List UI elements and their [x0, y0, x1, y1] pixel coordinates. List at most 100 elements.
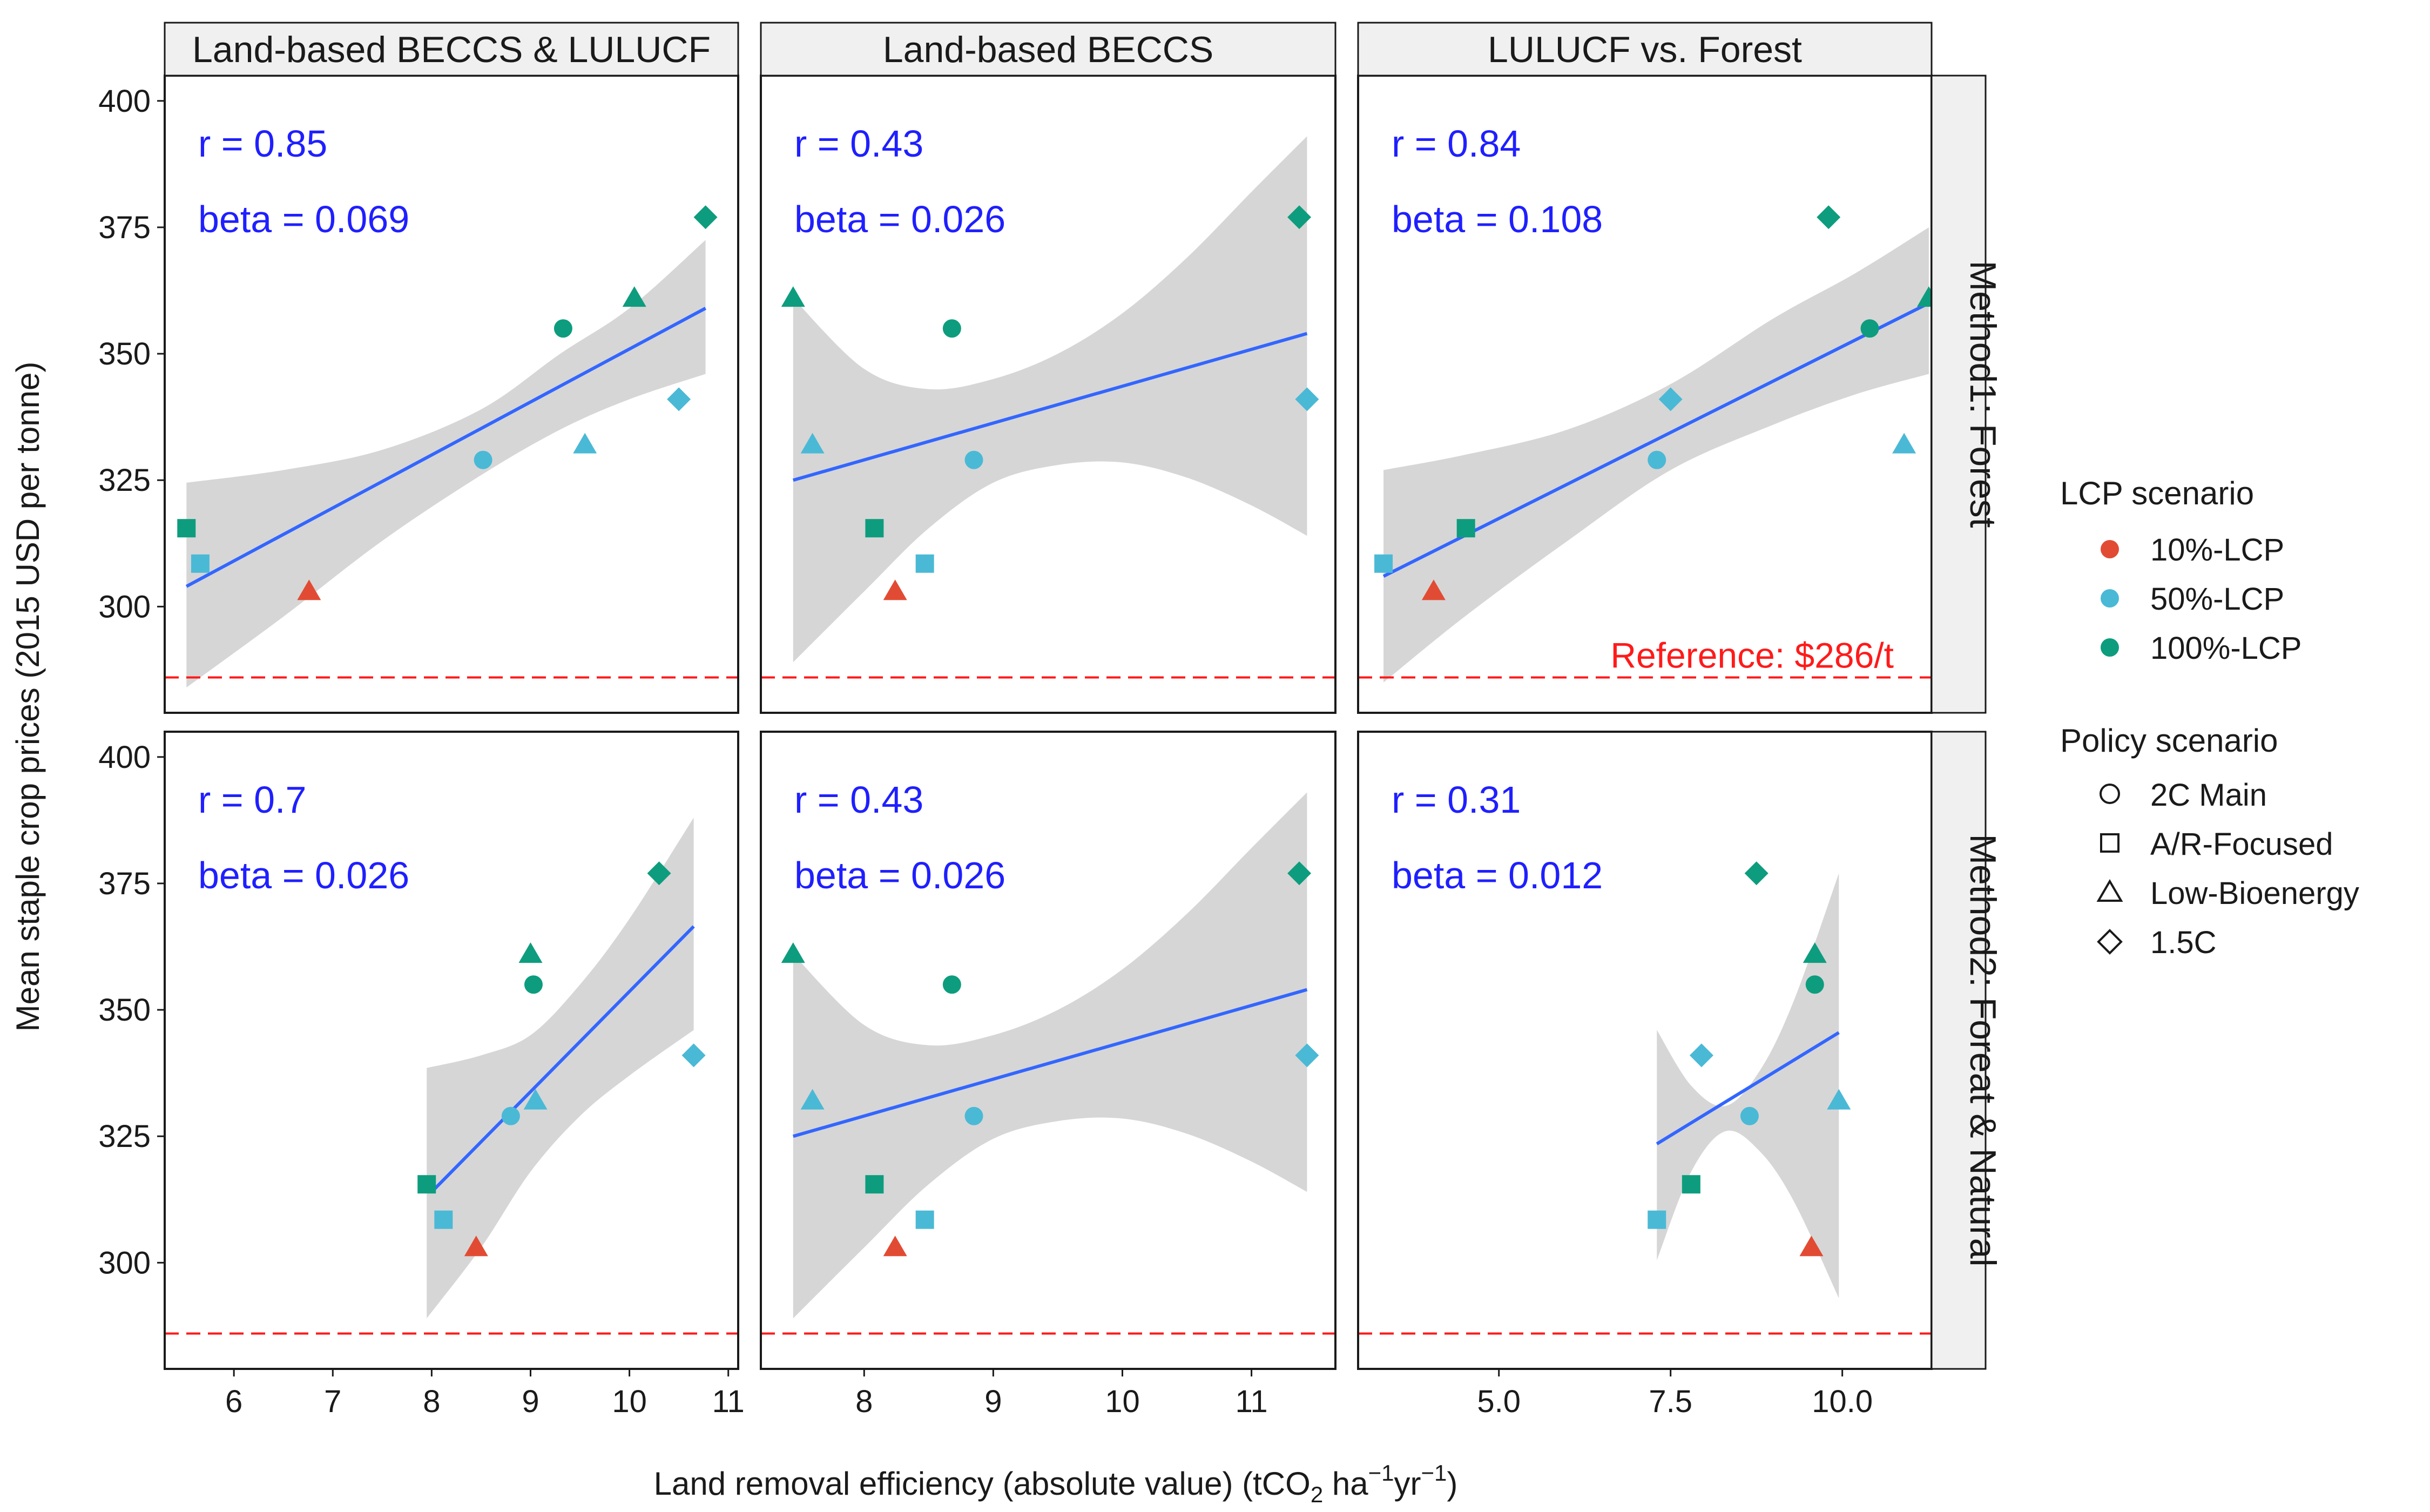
data-point-50-lcp-2c-main	[1740, 1106, 1759, 1125]
legend-key-50-lcp	[2101, 589, 2119, 608]
data-point-100-lcp-low-bioenergy	[622, 286, 646, 307]
y-tick-label: 300	[98, 589, 151, 624]
data-point-50-lcp-2c-main	[501, 1106, 520, 1125]
row-strip-1	[1931, 75, 1987, 714]
legend-key-ar-focused	[2100, 833, 2120, 853]
beta-label: beta = 0.069	[198, 198, 409, 240]
data-point-100-lcp-low-bioenergy	[1916, 286, 1932, 307]
data-point-10-lcp-low-bioenergy	[1421, 579, 1446, 600]
confidence-band	[793, 136, 1307, 663]
legend-label-2c-main: 2C Main	[2150, 778, 2267, 813]
data-point-50-lcp-low-bioenergy	[800, 433, 825, 454]
y-axis-title: Mean staple crop prices (2015 USD per to…	[10, 362, 46, 1032]
panel-r2-c1: r = 0.7 beta = 0.026	[164, 731, 739, 1370]
correlation-label: r = 0.43	[794, 123, 923, 165]
legend-label-ar-focused: A/R-Focused	[2150, 827, 2333, 862]
data-point-50-lcp-a-r-focused	[915, 554, 934, 573]
correlation-label: r = 0.31	[1392, 779, 1521, 821]
row-strip-label-1: Method1: Forest	[1962, 260, 2003, 528]
y-tick-label: 375	[98, 866, 151, 901]
row-strip-label-2: Method2: Foreat & Natural	[1962, 834, 2003, 1266]
x-tick-label: 5.0	[1477, 1384, 1521, 1419]
data-point-100-lcp-1-5c	[693, 205, 718, 230]
data-point-10-lcp-low-bioenergy	[1799, 1236, 1824, 1257]
data-point-10-lcp-low-bioenergy	[883, 579, 907, 600]
data-point-100-lcp-1-5c	[1744, 861, 1769, 886]
correlation-label: r = 0.7	[198, 779, 306, 821]
data-point-10-lcp-low-bioenergy	[297, 579, 321, 600]
data-point-100-lcp-2c-main	[524, 975, 543, 994]
data-point-50-lcp-1-5c	[1295, 387, 1319, 411]
row-strip-2	[1931, 731, 1987, 1370]
data-point-50-lcp-1-5c	[1295, 1043, 1319, 1068]
data-point-100-lcp-a-r-focused	[1682, 1175, 1700, 1194]
regression-line	[185, 307, 706, 588]
x-axis-title: Land removal efficiency (absolute value)…	[654, 1460, 1458, 1507]
confidence-band	[1657, 873, 1839, 1298]
correlation-label: r = 0.84	[1392, 123, 1521, 165]
panels-layer: r = 0.85 beta = 0.069 r = 0.43 beta = 0.026…	[164, 75, 1933, 1370]
confidence-band	[793, 792, 1307, 1319]
beta-label: beta = 0.026	[794, 198, 1005, 240]
x-tick-label: 9	[984, 1384, 1002, 1419]
data-point-50-lcp-a-r-focused	[191, 554, 210, 573]
column-strip-label-3: LULUCF vs. Forest	[1488, 29, 1802, 70]
y-tick-label: 325	[98, 1119, 151, 1154]
legend-label-100-lcp: 100%-LCP	[2150, 631, 2301, 666]
data-point-100-lcp-low-bioenergy	[781, 942, 805, 963]
panel-border	[760, 731, 1336, 1370]
y-tick-label: 375	[98, 210, 151, 245]
legend-label-low-bioenergy: Low-Bioenergy	[2150, 876, 2359, 911]
x-tick-label: 9	[522, 1384, 539, 1419]
x-tick-label: 11	[712, 1384, 745, 1419]
column-strip-3	[1357, 22, 1933, 77]
legend-label-1-5c: 1.5C	[2150, 925, 2217, 960]
data-point-100-lcp-1-5c	[1817, 205, 1841, 230]
x-tick-label: 11	[1235, 1384, 1267, 1419]
data-point-50-lcp-a-r-focused	[915, 1210, 934, 1229]
data-point-50-lcp-low-bioenergy	[1892, 433, 1916, 454]
data-point-50-lcp-1-5c	[681, 1043, 706, 1068]
beta-label: beta = 0.012	[1392, 854, 1603, 896]
data-point-50-lcp-a-r-focused	[1648, 1210, 1666, 1229]
data-point-50-lcp-1-5c	[667, 387, 691, 411]
data-point-50-lcp-1-5c	[1658, 387, 1683, 411]
panel-r2-c3: r = 0.31 beta = 0.012	[1357, 731, 1933, 1370]
data-point-50-lcp-a-r-focused	[434, 1210, 453, 1229]
data-point-100-lcp-2c-main	[554, 319, 572, 338]
data-point-50-lcp-2c-main	[1648, 450, 1666, 469]
data-point-100-lcp-low-bioenergy	[1803, 942, 1827, 963]
x-tick-label: 10.0	[1812, 1384, 1873, 1419]
column-strip-label-2: Land-based BECCS	[883, 29, 1213, 70]
correlation-label: r = 0.43	[794, 779, 923, 821]
regression-line	[1656, 1031, 1840, 1145]
legend-key-low-bioenergy	[2096, 879, 2123, 902]
regression-line	[430, 925, 695, 1193]
legend-label-10-lcp: 10%-LCP	[2150, 532, 2284, 568]
data-point-100-lcp-1-5c	[1287, 205, 1312, 230]
data-point-50-lcp-low-bioenergy	[1827, 1089, 1851, 1110]
column-strip-2	[760, 22, 1336, 77]
data-point-100-lcp-a-r-focused	[865, 519, 884, 538]
data-point-100-lcp-1-5c	[647, 861, 671, 886]
data-point-50-lcp-2c-main	[474, 450, 492, 469]
column-strip-1	[164, 22, 739, 77]
x-tick-label: 8	[423, 1384, 440, 1419]
legend-lcp-title: LCP scenario	[2060, 475, 2254, 511]
panel-background	[1358, 732, 1932, 1369]
x-tick-label: 10	[612, 1384, 647, 1419]
data-point-50-lcp-2c-main	[964, 450, 983, 469]
data-point-50-lcp-1-5c	[1689, 1043, 1713, 1068]
data-point-50-lcp-low-bioenergy	[573, 433, 597, 454]
data-point-100-lcp-low-bioenergy	[518, 942, 543, 963]
data-point-100-lcp-2c-main	[942, 975, 961, 994]
y-tick-label: 400	[98, 84, 151, 119]
y-tick-label: 350	[98, 993, 151, 1028]
y-tick-label: 325	[98, 463, 151, 498]
legend-key-1-5c	[2097, 929, 2123, 955]
x-tick-label: 10	[1105, 1384, 1140, 1419]
data-point-100-lcp-2c-main	[1805, 975, 1824, 994]
regression-line	[792, 332, 1308, 482]
column-strip-label-1: Land-based BECCS & LULUCF	[192, 29, 711, 70]
